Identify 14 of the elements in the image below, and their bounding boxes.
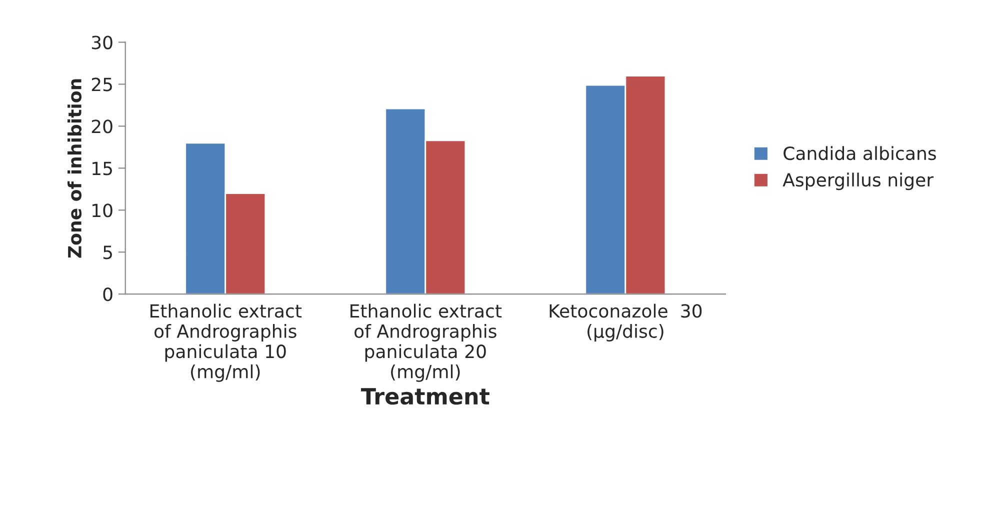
y-axis-title: Zone of inhibition <box>68 79 82 258</box>
y-tick-label: 0 <box>103 288 112 302</box>
legend-label: Aspergillus niger <box>782 172 934 190</box>
y-tick-label: 25 <box>92 78 112 92</box>
y-tick-label: 15 <box>92 162 112 176</box>
y-tick-label: 20 <box>92 120 112 134</box>
y-tick-label: 5 <box>103 246 112 260</box>
x-tick-label: Ethanolic extract of Andrographis paniculata 20 (mg/ml) <box>350 304 502 382</box>
legend-label: Candida albicans <box>784 146 936 160</box>
y-tick-label: 10 <box>92 204 112 218</box>
x-axis-title: Treatment <box>360 388 490 405</box>
x-tick-label: Ketoconazole 30 (µg/disc) <box>550 304 702 342</box>
y-tick-label: 30 <box>92 36 112 50</box>
x-tick-label: Ethanolic extract of Andrographis paniculata 10 (mg/ml) <box>150 304 302 382</box>
